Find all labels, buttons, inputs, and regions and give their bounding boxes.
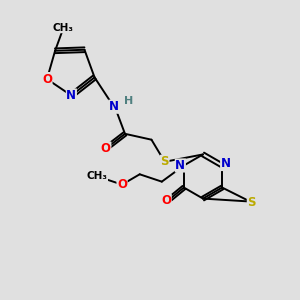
Text: CH₃: CH₃ — [52, 23, 73, 33]
Text: N: N — [221, 158, 231, 170]
Text: N: N — [66, 89, 76, 102]
Text: O: O — [42, 73, 52, 85]
Text: O: O — [117, 178, 127, 191]
Text: S: S — [160, 155, 169, 168]
Text: O: O — [101, 142, 111, 155]
Text: CH₃: CH₃ — [86, 171, 107, 181]
Text: H: H — [124, 96, 133, 106]
Text: N: N — [109, 100, 119, 113]
Text: O: O — [161, 194, 171, 207]
Text: S: S — [247, 196, 256, 209]
Text: N: N — [175, 159, 185, 172]
